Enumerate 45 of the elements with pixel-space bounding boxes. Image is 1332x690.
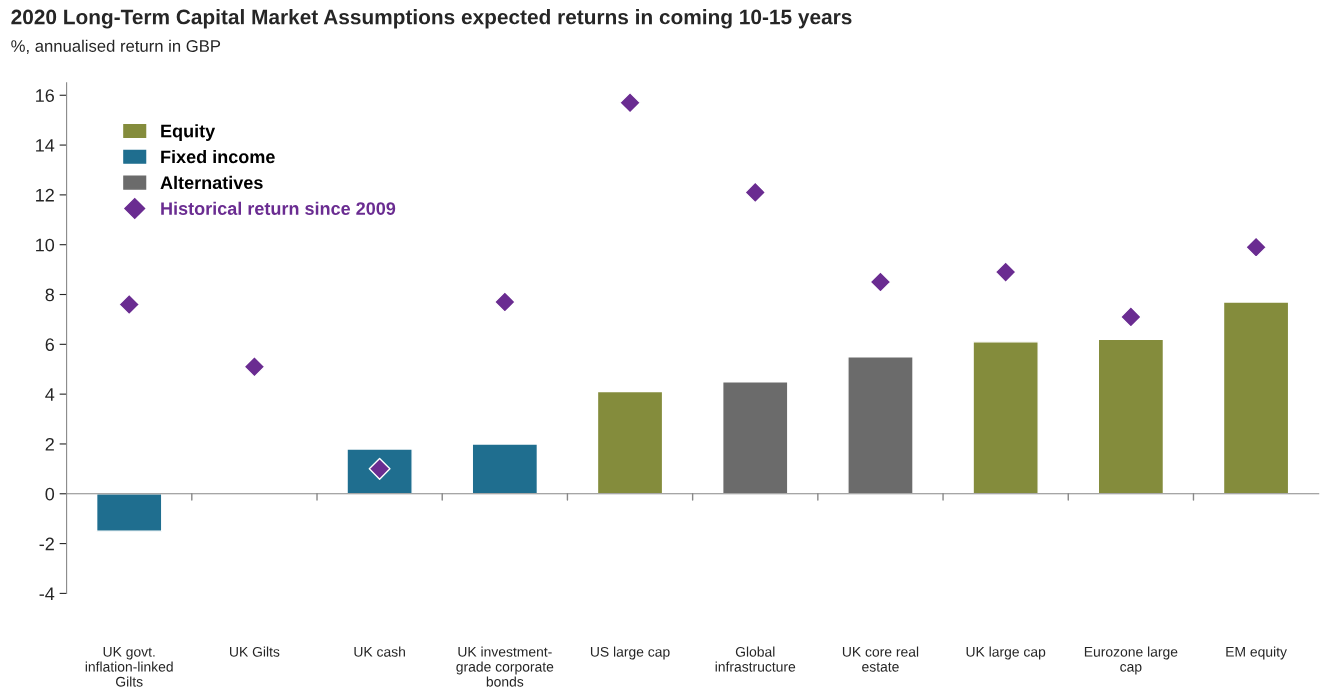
bar <box>972 341 1039 495</box>
y-tick-label: 12 <box>36 188 54 202</box>
x-tick-label: UK investment- grade corporate bonds <box>456 646 554 687</box>
x-tick-label: UK large cap <box>966 646 1046 660</box>
x-tick-label: Global infrastructure <box>715 646 796 672</box>
bar <box>1097 338 1165 495</box>
point <box>493 290 516 313</box>
legend-label: Equity <box>161 124 216 141</box>
point <box>1119 305 1142 328</box>
point <box>118 293 141 316</box>
y-tick-label: 2 <box>45 437 54 451</box>
x-tick-label: UK govt. inflation-linked Gilts <box>85 647 173 687</box>
point <box>994 261 1017 284</box>
bar <box>1222 301 1290 495</box>
point <box>1245 236 1268 259</box>
y-tick-label: 0 <box>45 487 55 501</box>
x-tick-label: UK Gilts <box>230 646 280 657</box>
y-tick-label: 16 <box>36 89 54 102</box>
y-tick-label: 6 <box>45 338 54 352</box>
point <box>619 91 642 114</box>
y-tick-label: 14 <box>36 139 55 152</box>
point <box>744 181 767 204</box>
x-tick-label: US large cap <box>590 646 670 660</box>
bar <box>471 443 539 495</box>
bar <box>721 380 789 495</box>
y-tick-label: -4 <box>39 587 55 600</box>
y-tick-label: -2 <box>39 537 54 551</box>
bar <box>95 493 163 532</box>
bar <box>346 448 413 495</box>
x-tick-label: UK cash <box>354 646 405 657</box>
chart-subtitle: %, annualised return in GBP <box>11 39 221 54</box>
point <box>243 355 266 378</box>
legend-label: Alternatives <box>160 175 263 190</box>
legend-label: Fixed income <box>161 150 275 164</box>
bar <box>847 356 914 495</box>
x-tick-label: UK core real estate <box>842 646 919 672</box>
chart-title: 2020 Long-Term Capital Market Assumptions expected returns in coming 10-15 years <box>11 9 852 29</box>
legend-label: Historical return since 2009 <box>161 201 396 215</box>
y-tick-label: 4 <box>45 388 55 401</box>
x-tick-label: EM equity <box>1226 646 1287 660</box>
y-tick-label: 10 <box>36 238 55 252</box>
y-tick-label: 8 <box>45 288 55 302</box>
point <box>869 271 892 294</box>
x-tick-label: Eurozone large cap <box>1084 646 1178 675</box>
bar <box>596 390 664 495</box>
